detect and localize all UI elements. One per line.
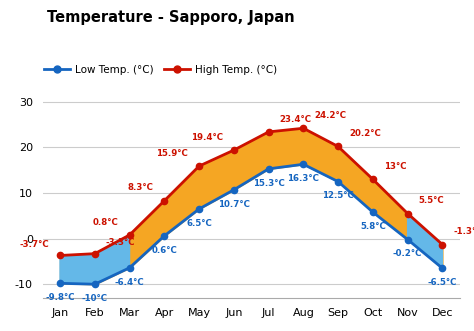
- Text: 19.4°C: 19.4°C: [191, 133, 223, 142]
- Text: 10.7°C: 10.7°C: [218, 200, 250, 209]
- Low Temp. (°C): [301, 162, 306, 166]
- Text: 8.3°C: 8.3°C: [128, 183, 153, 192]
- Text: 5.8°C: 5.8°C: [360, 222, 386, 231]
- Text: 13°C: 13°C: [384, 162, 407, 171]
- Low Temp. (°C): [405, 238, 410, 242]
- Text: 15.9°C: 15.9°C: [156, 149, 188, 158]
- High Temp. (°C): [335, 145, 341, 149]
- Text: 6.5°C: 6.5°C: [186, 219, 212, 228]
- High Temp. (°C): [370, 177, 376, 181]
- Low Temp. (°C): [92, 282, 98, 286]
- High Temp. (°C): [439, 243, 445, 247]
- High Temp. (°C): [196, 164, 202, 168]
- Text: -0.2°C: -0.2°C: [393, 249, 422, 258]
- Text: 15.3°C: 15.3°C: [253, 178, 284, 188]
- Text: Temperature - Sapporo, Japan: Temperature - Sapporo, Japan: [47, 10, 295, 25]
- Low Temp. (°C): [127, 266, 132, 270]
- Text: 16.3°C: 16.3°C: [287, 174, 319, 183]
- Text: -6.4°C: -6.4°C: [115, 277, 145, 287]
- Low Temp. (°C): [439, 266, 445, 270]
- Text: 5.5°C: 5.5°C: [419, 196, 445, 205]
- Text: 20.2°C: 20.2°C: [349, 129, 381, 138]
- Text: 23.4°C: 23.4°C: [280, 115, 312, 123]
- High Temp. (°C): [57, 254, 63, 258]
- Text: 0.8°C: 0.8°C: [93, 218, 118, 227]
- Text: 24.2°C: 24.2°C: [314, 111, 346, 120]
- High Temp. (°C): [266, 130, 272, 134]
- Text: -6.5°C: -6.5°C: [428, 278, 457, 287]
- Text: -3.3°C: -3.3°C: [106, 238, 136, 247]
- Text: -1.3°C: -1.3°C: [454, 227, 474, 236]
- Low Temp. (°C): [231, 188, 237, 192]
- High Temp. (°C): [231, 148, 237, 152]
- Low Temp. (°C): [196, 207, 202, 211]
- Low Temp. (°C): [162, 234, 167, 238]
- Low Temp. (°C): [57, 281, 63, 285]
- High Temp. (°C): [162, 199, 167, 203]
- Text: -3.7°C: -3.7°C: [19, 240, 49, 249]
- High Temp. (°C): [301, 126, 306, 130]
- Line: Low Temp. (°C): Low Temp. (°C): [57, 161, 446, 287]
- Legend: Low Temp. (°C), High Temp. (°C): Low Temp. (°C), High Temp. (°C): [39, 61, 282, 79]
- Low Temp. (°C): [266, 167, 272, 171]
- High Temp. (°C): [92, 252, 98, 256]
- Line: High Temp. (°C): High Temp. (°C): [57, 125, 446, 259]
- Text: 12.5°C: 12.5°C: [322, 191, 354, 200]
- Text: -10°C: -10°C: [82, 294, 108, 303]
- High Temp. (°C): [405, 212, 410, 215]
- High Temp. (°C): [127, 233, 132, 237]
- Text: -9.8°C: -9.8°C: [46, 293, 75, 302]
- Low Temp. (°C): [370, 210, 376, 214]
- Text: 0.6°C: 0.6°C: [152, 246, 177, 255]
- Low Temp. (°C): [335, 180, 341, 184]
